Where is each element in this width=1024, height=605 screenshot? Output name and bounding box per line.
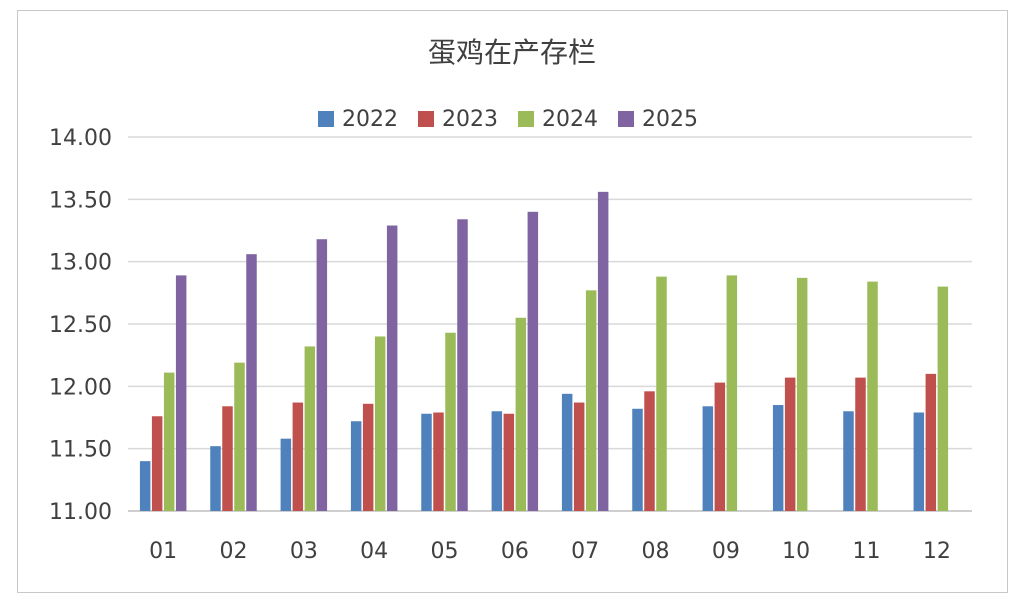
bar-2022-07 (561, 393, 573, 511)
y-tick-label: 13.50 (49, 188, 112, 213)
bar-2025-03 (316, 239, 328, 511)
bar-2022-12 (913, 412, 925, 511)
bar-2025-05 (457, 219, 468, 511)
bar-2025-02 (246, 254, 257, 512)
x-tick-label: 01 (149, 539, 177, 564)
x-tick-label: 08 (642, 539, 670, 564)
y-tick-label: 11.50 (49, 438, 112, 463)
bar-2023-04 (362, 403, 374, 511)
x-tick-label: 03 (290, 539, 318, 564)
chart-title: 蛋鸡在产存栏 (428, 36, 596, 69)
legend-swatch-2024 (518, 111, 534, 127)
x-tick-label: 05 (431, 539, 459, 564)
bar-2023-03 (292, 402, 304, 511)
legend-swatch-2025 (618, 111, 634, 127)
bar-2022-05 (421, 413, 432, 511)
x-tick-label: 06 (501, 539, 529, 564)
legend-label: 2025 (642, 107, 698, 132)
bar-2025-04 (386, 225, 398, 511)
bar-2024-11 (867, 281, 878, 511)
bar-2023-10 (784, 377, 796, 511)
bar-2023-01 (151, 416, 163, 511)
bar-2024-12 (937, 286, 949, 511)
bar-2022-02 (210, 446, 221, 511)
bar-2025-06 (527, 211, 539, 512)
bar-2023-12 (925, 373, 937, 511)
bar-2023-06 (503, 413, 515, 511)
bar-2024-06 (515, 317, 527, 511)
bar-2023-05 (433, 412, 444, 511)
legend: 2022 2023 2024 2025 (318, 107, 698, 132)
bar-2024-02 (234, 362, 245, 511)
bar-2024-04 (374, 336, 386, 511)
legend-swatch-2022 (318, 111, 334, 127)
x-tick-label: 09 (712, 539, 740, 564)
bar-2022-03 (280, 438, 292, 511)
y-tick-label: 13.00 (49, 251, 112, 276)
bar-2022-08 (632, 408, 643, 511)
x-axis: 01 02 03 04 05 06 07 08 09 10 11 12 (149, 539, 951, 564)
y-axis: 11.00 11.50 12.00 12.50 13.00 13.50 14.00 (49, 126, 112, 525)
y-tick-label: 11.00 (49, 500, 112, 525)
bar-2024-05 (445, 332, 456, 511)
bar-2023-02 (222, 406, 233, 511)
x-tick-label: 12 (923, 539, 951, 564)
x-tick-label: 11 (853, 539, 881, 564)
bar-2024-07 (585, 290, 597, 511)
bar-2025-07 (597, 191, 609, 511)
bar-2022-11 (843, 411, 854, 511)
gridlines (128, 136, 972, 512)
bar-2025-01 (175, 275, 187, 511)
bar-2022-10 (772, 405, 784, 511)
bar-2022-01 (139, 461, 151, 511)
bar-2024-09 (726, 275, 738, 511)
bar-2023-07 (573, 402, 585, 511)
x-tick-label: 07 (571, 539, 599, 564)
y-tick-label: 12.50 (49, 313, 112, 338)
bar-2022-06 (491, 411, 503, 511)
bar-2022-09 (702, 406, 714, 511)
bar-2024-01 (163, 372, 175, 511)
x-tick-label: 10 (782, 539, 810, 564)
legend-label: 2023 (442, 107, 498, 132)
y-tick-label: 12.00 (49, 375, 112, 400)
y-tick-label: 14.00 (49, 126, 112, 151)
bar-2023-08 (644, 391, 655, 511)
x-tick-label: 04 (360, 539, 388, 564)
x-tick-label: 02 (220, 539, 248, 564)
bar-2024-10 (796, 277, 808, 511)
legend-swatch-2023 (418, 111, 434, 127)
bar-2024-08 (656, 276, 667, 511)
bar-2022-04 (350, 421, 362, 511)
legend-label: 2024 (542, 107, 598, 132)
bars (139, 191, 949, 512)
bar-2024-03 (304, 346, 316, 511)
legend-label: 2022 (342, 107, 398, 132)
bar-2023-11 (855, 377, 866, 511)
bar-2023-09 (714, 382, 726, 511)
